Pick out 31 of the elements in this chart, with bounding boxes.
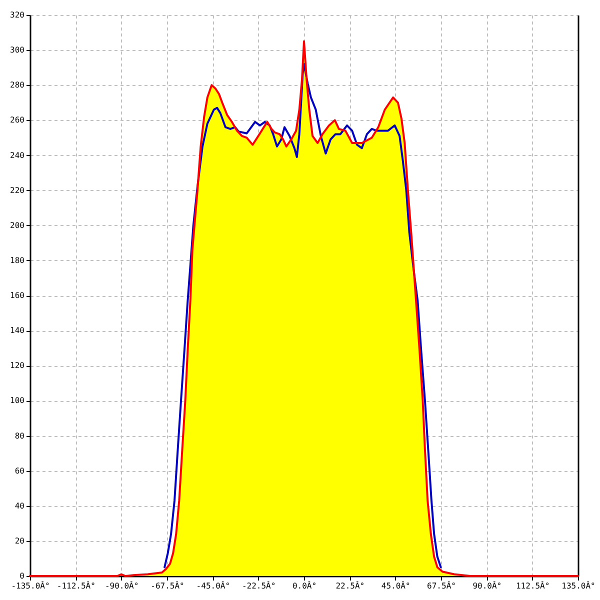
x-tick-label: 22.5Â° — [336, 580, 365, 590]
y-tick-label: 20 — [14, 536, 25, 546]
y-tick-label: 280 — [10, 80, 25, 90]
y-tick-label: 120 — [10, 361, 25, 370]
y-tick-label: 100 — [10, 396, 25, 406]
x-tick-label: 112.5Â° — [516, 580, 550, 590]
x-tick-label: -67.5Â° — [150, 580, 184, 590]
x-tick-label: 0.0Â° — [292, 580, 317, 590]
line-series — [164, 63, 442, 568]
x-tick-label: 45.0Â° — [381, 580, 410, 590]
x-tick-label: 135.0Â° — [562, 580, 596, 590]
y-tick-label: 140 — [10, 326, 25, 336]
x-tick-label: -22.5Â° — [242, 580, 276, 590]
x-tick-label: -135.0Â° — [11, 580, 50, 590]
x-tick-label: -112.5Â° — [56, 580, 96, 590]
y-tick-label: 60 — [14, 466, 25, 476]
y-tick-label: 260 — [10, 116, 25, 125]
x-tick-label: -45.0Â° — [196, 580, 230, 590]
x-tick-label: 67.5Â° — [427, 580, 456, 590]
y-tick-label: 320 — [10, 10, 25, 20]
y-tick-label: 160 — [10, 291, 25, 300]
y-tick-label: 0 — [20, 572, 25, 580]
y-tick-label: 240 — [10, 150, 25, 160]
y-tick-label: 180 — [10, 256, 25, 265]
y-tick-label: 220 — [10, 186, 25, 195]
x-tick-label: -90.0Â° — [104, 580, 139, 590]
y-tick-label: 300 — [10, 46, 25, 55]
x-tick-label: 90.0Â° — [472, 580, 502, 590]
y-tick-label: 200 — [10, 220, 25, 230]
y-tick-label: 40 — [14, 501, 25, 510]
y-tick-label: 80 — [14, 431, 25, 440]
